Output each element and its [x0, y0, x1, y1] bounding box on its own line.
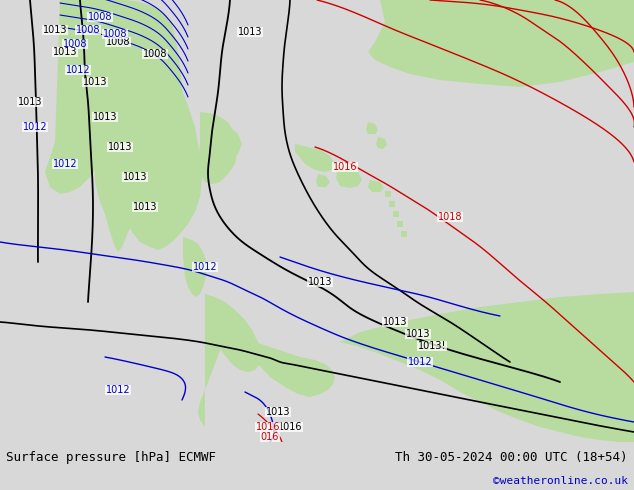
Text: 1013: 1013 [123, 172, 147, 182]
Text: 1013: 1013 [383, 317, 407, 327]
Text: 1008: 1008 [103, 29, 127, 39]
Polygon shape [215, 124, 242, 160]
Polygon shape [336, 164, 362, 188]
Polygon shape [183, 237, 207, 297]
Text: 1013!: 1013! [418, 341, 446, 351]
Polygon shape [95, 0, 183, 252]
Text: 1013: 1013 [307, 277, 332, 287]
Polygon shape [128, 62, 202, 250]
Polygon shape [393, 211, 399, 217]
Polygon shape [252, 342, 335, 397]
Text: 1013: 1013 [133, 202, 157, 212]
Polygon shape [366, 122, 378, 134]
Text: 1008: 1008 [143, 49, 167, 59]
Text: 1012: 1012 [408, 357, 432, 367]
Text: 1016: 1016 [278, 422, 302, 432]
Polygon shape [340, 292, 634, 442]
Polygon shape [198, 294, 222, 427]
Text: 1013: 1013 [266, 407, 290, 417]
Polygon shape [316, 174, 330, 187]
Text: 1013: 1013 [406, 329, 430, 339]
Text: Surface pressure [hPa] ECMWF: Surface pressure [hPa] ECMWF [6, 451, 216, 464]
Polygon shape [389, 201, 395, 207]
Text: 1012: 1012 [193, 262, 217, 272]
Polygon shape [397, 221, 403, 227]
Polygon shape [205, 294, 262, 372]
Text: 1013: 1013 [238, 27, 262, 37]
Text: 016: 016 [261, 432, 279, 442]
Text: ©weatheronline.co.uk: ©weatheronline.co.uk [493, 476, 628, 487]
Polygon shape [295, 144, 335, 172]
Polygon shape [376, 137, 387, 149]
Text: Th 30-05-2024 00:00 UTC (18+54): Th 30-05-2024 00:00 UTC (18+54) [395, 451, 628, 464]
Text: 1018: 1018 [437, 212, 462, 222]
Polygon shape [198, 112, 238, 184]
Text: 1016: 1016 [256, 422, 280, 432]
Text: 1008: 1008 [106, 37, 130, 47]
Text: 1016: 1016 [333, 162, 357, 172]
Text: 1012: 1012 [106, 385, 131, 395]
Polygon shape [401, 231, 407, 237]
Text: 1012: 1012 [66, 65, 90, 75]
Text: 1008: 1008 [87, 12, 112, 22]
Text: 1012: 1012 [23, 122, 48, 132]
Text: 1013: 1013 [83, 77, 107, 87]
Text: 1013: 1013 [18, 97, 42, 107]
Text: 1012: 1012 [53, 159, 77, 169]
Text: 1013: 1013 [93, 112, 117, 122]
Polygon shape [368, 0, 634, 87]
Polygon shape [45, 0, 132, 194]
Polygon shape [385, 191, 391, 197]
Text: 1013: 1013 [53, 47, 77, 57]
Text: 1008: 1008 [75, 25, 100, 35]
Text: 1013: 1013 [108, 142, 133, 152]
Text: 1008: 1008 [63, 39, 87, 49]
Text: 1013: 1013 [42, 25, 67, 35]
Polygon shape [368, 180, 384, 192]
